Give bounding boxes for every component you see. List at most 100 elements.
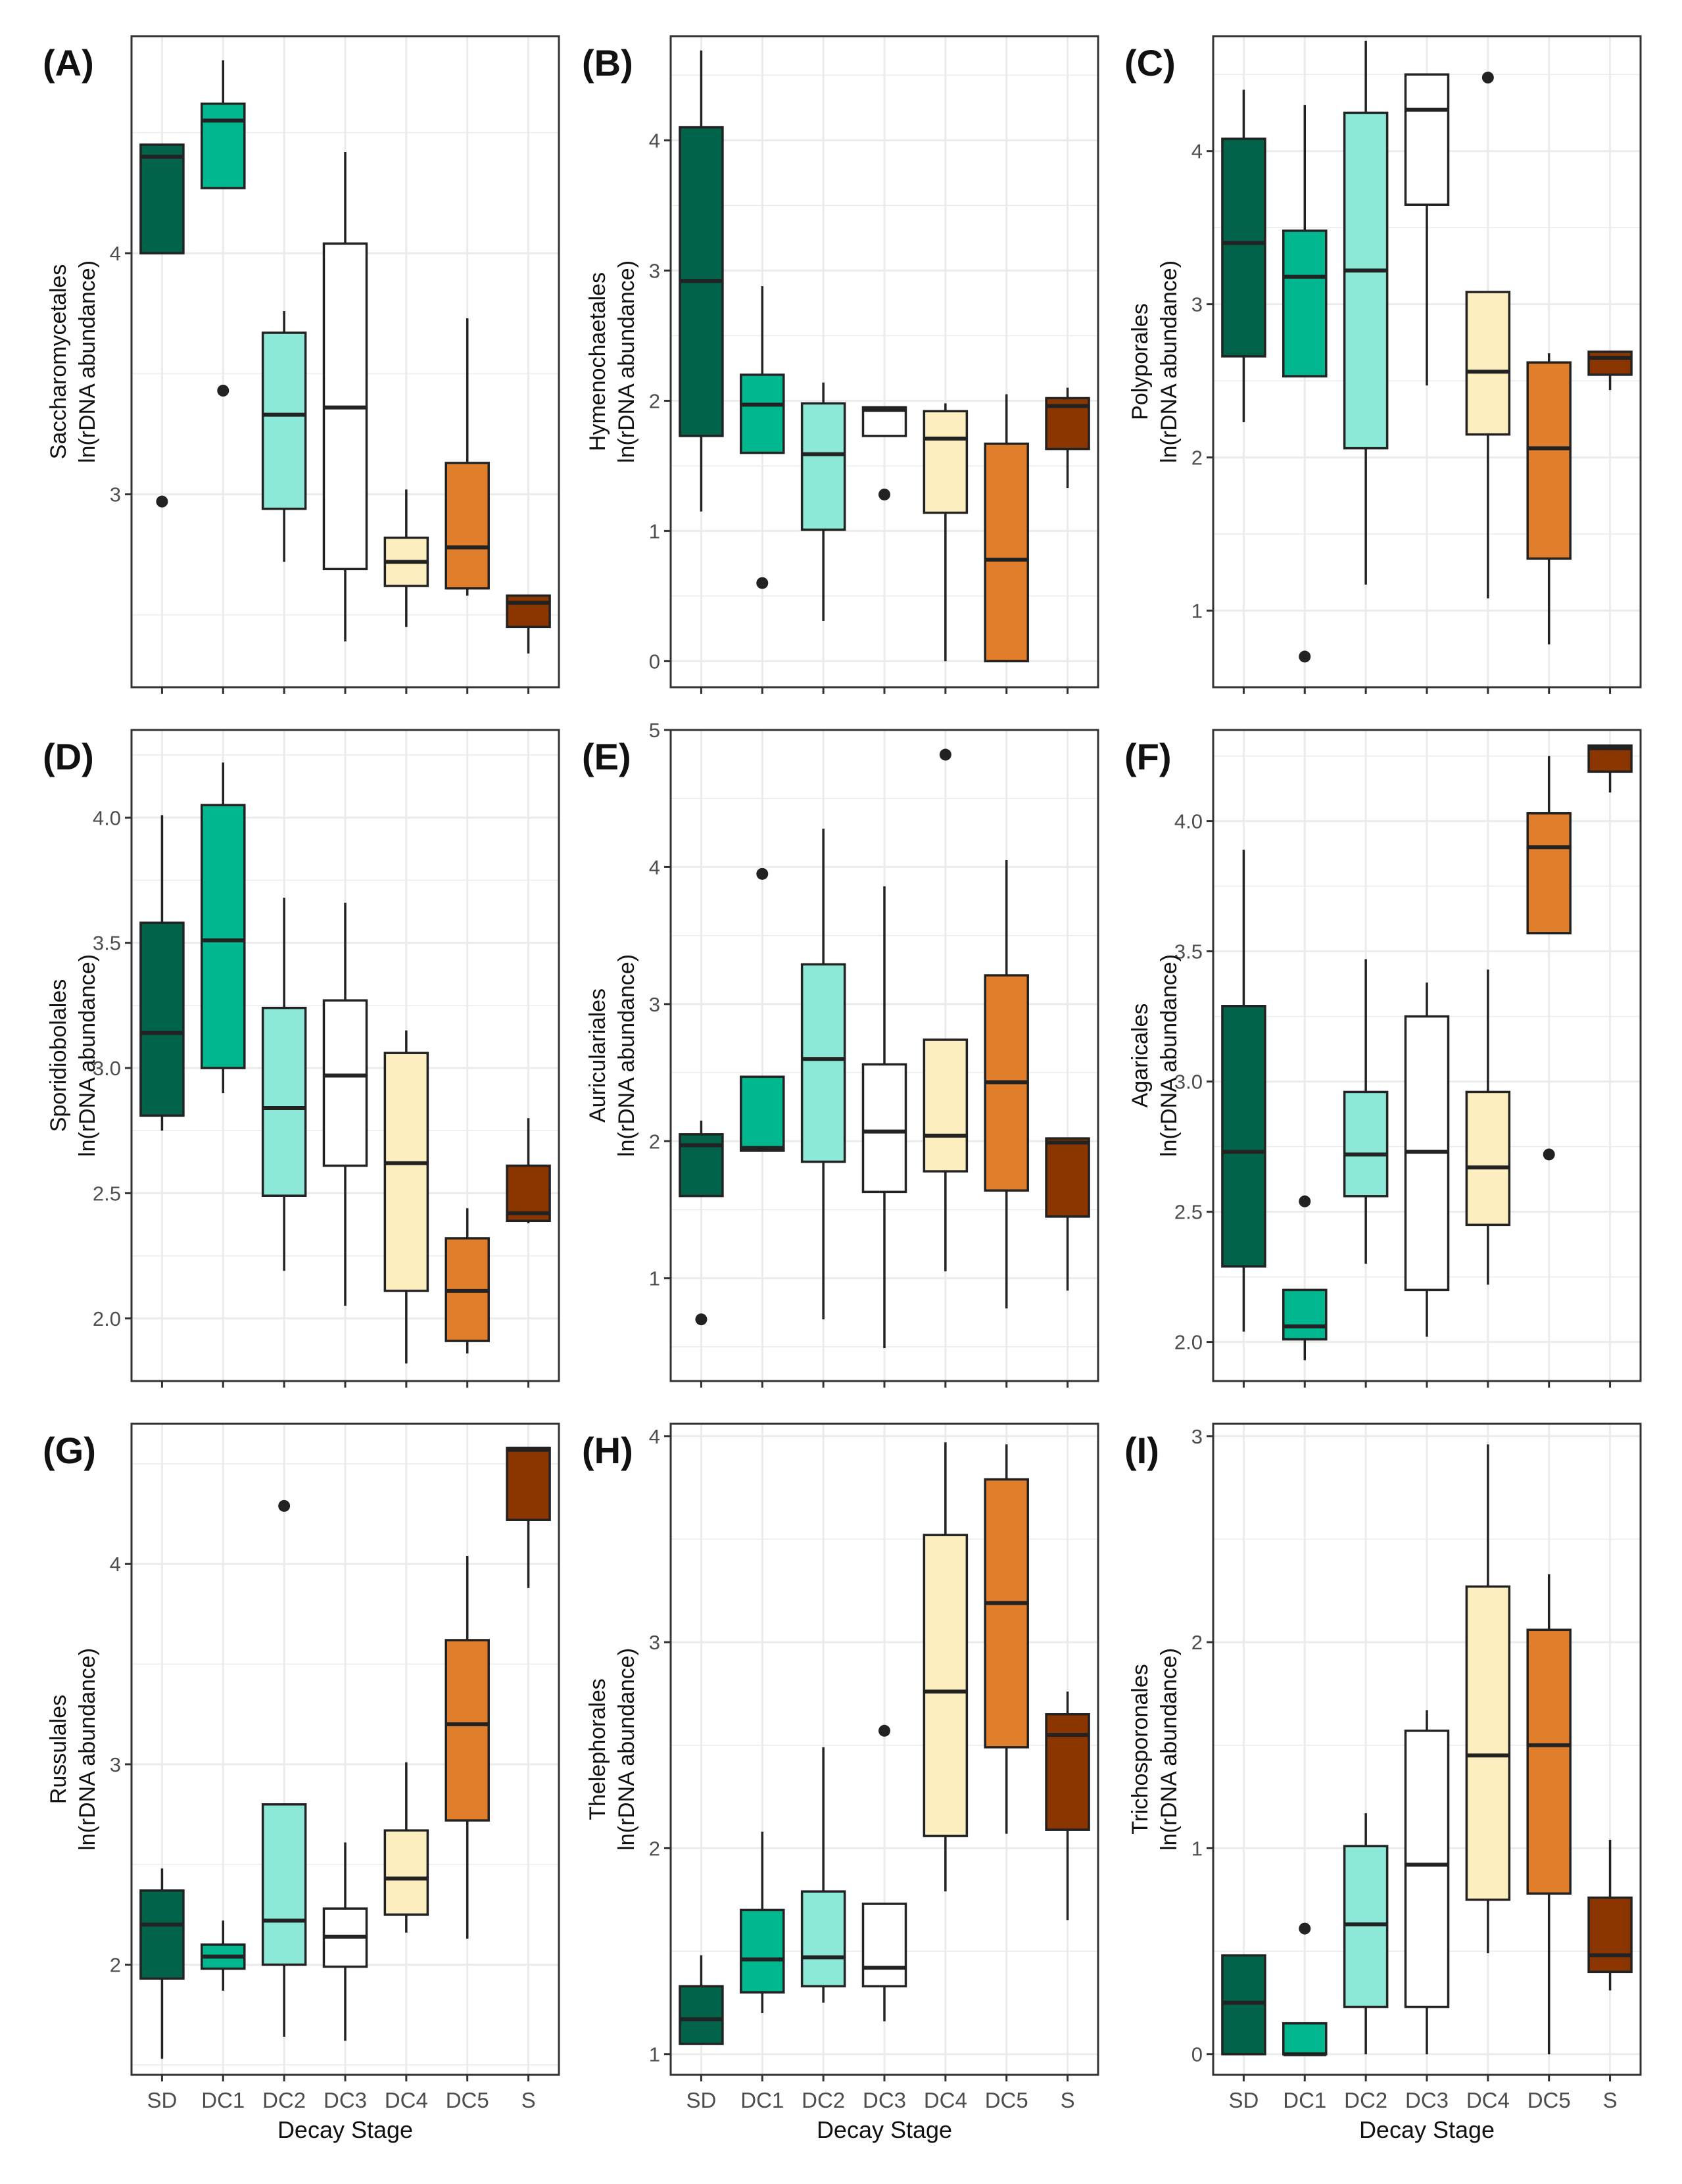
box-dc5	[1526, 1574, 1572, 2054]
panel-a: 3 4 Saccharomycetales ln(rDNA abundance) (A)	[43, 35, 560, 694]
x-axis-title: Decay Stage	[817, 2116, 952, 2143]
panel-letter: (C)	[1124, 42, 1176, 84]
box-dc3	[322, 902, 368, 1306]
box-body	[1404, 1730, 1450, 2008]
outlier-point	[156, 495, 168, 508]
box-body	[201, 804, 246, 1069]
y-tick-label: 4	[110, 242, 121, 265]
y-tick-label: 2	[1191, 1631, 1203, 1654]
y-tick-label: 4	[1191, 140, 1203, 163]
box-body	[740, 1908, 785, 1994]
box-s	[1587, 351, 1633, 391]
box-body	[923, 1038, 969, 1173]
y-tick-label: 2	[649, 389, 660, 412]
y-axis-title-units: ln(rDNA abundance)	[75, 260, 100, 463]
box-body	[201, 102, 246, 189]
box-body	[861, 1063, 907, 1194]
y-tick-label: 3	[110, 483, 121, 506]
box-body	[1045, 1137, 1090, 1218]
box-dc2	[800, 1747, 846, 2003]
y-tick-label: 2.0	[93, 1307, 121, 1330]
box-dc1	[1282, 1922, 1328, 2056]
panel-letter: (E)	[582, 736, 631, 777]
box-body	[740, 1075, 785, 1152]
box-body	[1343, 1845, 1389, 2008]
box-s	[506, 594, 551, 654]
box-s	[1587, 744, 1633, 793]
y-tick-label: 2	[1191, 447, 1203, 470]
panel-letter: (B)	[582, 42, 633, 84]
box-body	[1404, 73, 1450, 206]
box-body	[1526, 1628, 1572, 1895]
box-body	[923, 1534, 969, 1837]
panel-d: 2.0 2.5 3.0 3.5 4.0 Sporidiobolales ln(rDNA ab…	[43, 729, 560, 1388]
box-s	[1045, 1137, 1090, 1291]
box-dc1	[201, 1920, 246, 1991]
box-body	[445, 1639, 490, 1822]
box-dc4	[383, 1762, 429, 1933]
box-body	[1343, 1090, 1389, 1198]
y-axis-title-order: Trichosporonales	[1128, 1664, 1153, 1835]
x-tick-label: S	[521, 2088, 536, 2112]
box-sd	[679, 1121, 724, 1326]
box-body	[322, 999, 368, 1167]
y-tick-label: 5	[649, 719, 660, 742]
box-body	[1526, 812, 1572, 934]
x-tick-label: SD	[1229, 2088, 1259, 2112]
x-tick-label: DC4	[385, 2088, 428, 2112]
box-dc4	[1465, 1444, 1511, 1954]
box-s	[1045, 387, 1090, 489]
y-tick-label: 1	[649, 1267, 660, 1290]
x-tick-label: DC3	[1405, 2088, 1449, 2112]
box-dc3	[861, 886, 907, 1348]
outlier-point	[695, 1313, 708, 1326]
panel-e: 1 2 3 4 5 Auriculariales ln(rDNA abundance) (E)	[582, 719, 1099, 1388]
box-dc3	[1404, 983, 1450, 1337]
x-tick-label: DC3	[863, 2088, 906, 2112]
box-sd	[139, 143, 185, 508]
box-dc5	[445, 1208, 490, 1354]
box-sd	[679, 1955, 724, 2045]
box-body	[861, 1903, 907, 1988]
outlier-point	[1299, 1195, 1311, 1207]
box-body	[1526, 361, 1572, 560]
box-dc2	[800, 829, 846, 1320]
box-body	[984, 1478, 1029, 1749]
y-tick-label: 2	[649, 1130, 660, 1153]
box-dc5	[1526, 353, 1572, 644]
y-axis-title-order: Hymenochaetales	[585, 272, 610, 451]
box-dc2	[261, 311, 307, 562]
box-body	[1587, 1896, 1633, 1974]
panel-letter: (A)	[43, 42, 94, 84]
box-body	[800, 1890, 846, 1988]
y-axis-title-order: Polyporales	[1128, 303, 1153, 420]
box-body	[139, 921, 185, 1117]
box-dc4	[923, 748, 969, 1272]
y-tick-label: 2.0	[1174, 1331, 1203, 1354]
y-axis-title-units: ln(rDNA abundance)	[614, 954, 639, 1157]
box-sd	[1221, 89, 1266, 423]
box-dc1	[740, 1832, 785, 2014]
box-body	[139, 1889, 185, 1980]
box-dc1	[1282, 105, 1328, 663]
box-dc3	[861, 1724, 907, 2022]
y-tick-label: 3.5	[1174, 940, 1203, 963]
outlier-point	[939, 748, 951, 761]
y-tick-label: 3	[649, 1631, 660, 1654]
box-s	[506, 1446, 551, 1588]
outlier-point	[878, 488, 890, 500]
box-dc5	[445, 1556, 490, 1939]
y-axis-title-units: ln(rDNA abundance)	[1157, 1648, 1182, 1851]
y-tick-label: 1	[1191, 600, 1203, 623]
x-tick-label: DC1	[201, 2088, 245, 2112]
y-tick-label: 3.0	[1174, 1071, 1203, 1094]
x-tick-label: DC2	[262, 2088, 306, 2112]
y-axis-title: Trichosporonales ln(rDNA abundance)	[1128, 1648, 1182, 1851]
y-tick-label: 2	[110, 1953, 121, 1976]
box-sd	[1221, 1954, 1266, 2056]
outlier-point	[756, 867, 769, 880]
box-body	[1282, 2022, 1328, 2056]
box-body	[261, 1006, 307, 1197]
box-dc1	[201, 762, 246, 1094]
box-dc5	[445, 318, 490, 596]
